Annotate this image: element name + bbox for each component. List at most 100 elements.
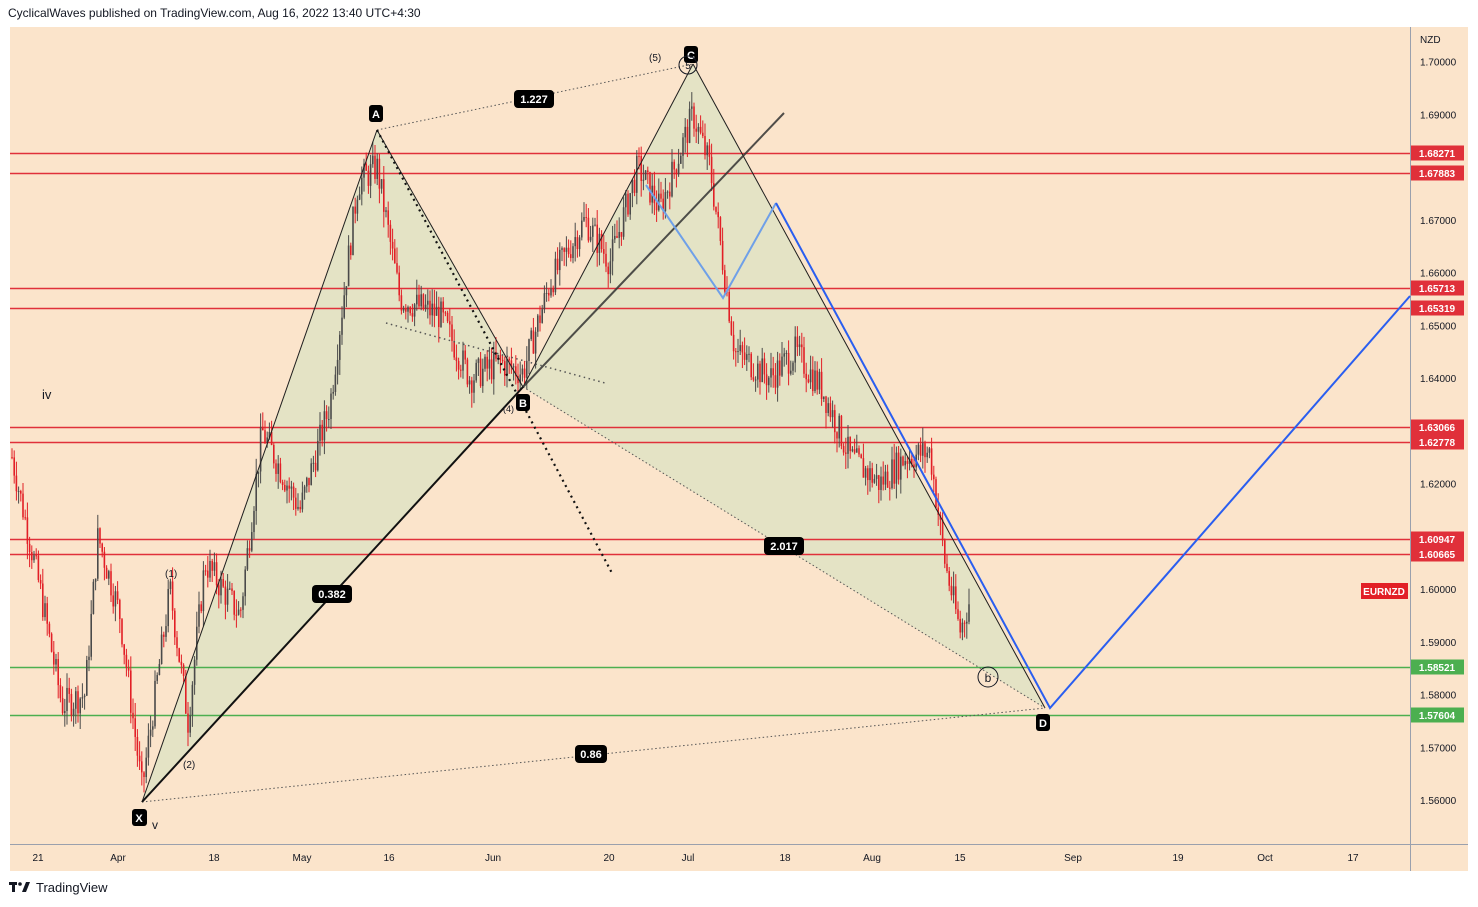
candle-219 xyxy=(493,341,495,395)
candle-390 xyxy=(869,461,871,492)
candle-229 xyxy=(515,355,517,385)
candle-173 xyxy=(391,228,394,261)
candle-334 xyxy=(746,345,748,371)
level-price-tags: 1.68271 1.67883 1.65713 1.65319 1.63066 1.627… xyxy=(1411,145,1464,723)
candle-400 xyxy=(891,446,893,490)
price-tick-4: 1.65000 xyxy=(1420,321,1457,332)
candle-47 xyxy=(114,585,117,622)
time-scale[interactable] xyxy=(10,845,1468,871)
candle-41 xyxy=(101,542,103,558)
candle-33 xyxy=(83,693,86,710)
candle-212 xyxy=(477,357,480,376)
wave-label-circled-b: b xyxy=(977,666,999,688)
candle-56 xyxy=(134,702,136,751)
time-axis-labels: 21 Apr 18 May 16 Jun 20 Jul 18 Aug 15 Sep 19 Oct 17 xyxy=(32,853,1359,864)
candle-432 xyxy=(961,618,964,641)
pattern-leg-bc xyxy=(522,63,694,388)
candle-418 xyxy=(930,437,933,481)
candle-435 xyxy=(968,588,970,625)
candle-333 xyxy=(743,337,746,366)
candle-136 xyxy=(310,458,312,486)
svg-text:1.62778: 1.62778 xyxy=(1419,438,1456,449)
candle-374 xyxy=(834,404,836,444)
candle-42 xyxy=(103,547,106,581)
candle-280 xyxy=(627,190,629,217)
svg-text:B: B xyxy=(519,398,527,410)
candle-21 xyxy=(57,652,59,699)
candle-26 xyxy=(68,677,70,703)
currency-label: NZD xyxy=(1420,35,1441,46)
candle-225 xyxy=(506,346,508,388)
candle-171 xyxy=(387,201,389,238)
candle-433 xyxy=(963,620,966,638)
candle-55 xyxy=(132,698,134,730)
candle-96 xyxy=(222,572,224,588)
candle-402 xyxy=(895,446,898,499)
candle-144 xyxy=(328,406,330,429)
candle-330 xyxy=(737,338,739,363)
candle-17 xyxy=(48,621,51,638)
candle-287 xyxy=(642,164,645,191)
candle-166 xyxy=(376,153,378,186)
candle-165 xyxy=(374,145,376,184)
candle-326 xyxy=(728,289,730,324)
candle-82 xyxy=(191,681,194,727)
candle-268 xyxy=(600,230,603,253)
candle-276 xyxy=(618,217,620,249)
candle-368 xyxy=(820,358,823,406)
candle-199 xyxy=(449,308,451,338)
candle-67 xyxy=(158,659,161,676)
candle-243 xyxy=(545,282,548,302)
candle-88 xyxy=(204,564,207,576)
candle-211 xyxy=(475,359,477,383)
time-tick-14: 17 xyxy=(1347,853,1359,864)
candle-209 xyxy=(471,376,473,408)
candle-58 xyxy=(138,741,141,770)
candle-239 xyxy=(537,313,539,337)
candle-366 xyxy=(816,361,818,395)
svg-text:1.60947: 1.60947 xyxy=(1419,535,1456,546)
candle-119 xyxy=(273,443,275,469)
candle-421 xyxy=(937,493,939,527)
candle-142 xyxy=(323,400,326,455)
candle-60 xyxy=(143,771,145,793)
candle-405 xyxy=(902,455,904,467)
svg-text:A: A xyxy=(372,109,380,121)
candle-16 xyxy=(46,596,48,636)
candle-61 xyxy=(145,747,147,784)
candle-259 xyxy=(581,212,583,241)
candle-406 xyxy=(904,452,906,470)
candlestick-series xyxy=(11,92,970,793)
candle-107 xyxy=(246,540,249,572)
candle-288 xyxy=(644,170,647,181)
candle-98 xyxy=(226,574,229,612)
time-tick-7: Jul xyxy=(682,853,695,864)
level-tag-3: 1.65319 xyxy=(1411,300,1464,316)
candle-154 xyxy=(350,242,352,260)
candle-228 xyxy=(512,363,515,381)
candle-352 xyxy=(785,350,788,365)
wave-labels: iv v (1) (2) (4) (5) 5 b xyxy=(42,53,999,832)
candle-134 xyxy=(306,476,308,493)
candle-90 xyxy=(209,549,211,583)
candle-369 xyxy=(823,396,825,403)
candle-389 xyxy=(867,465,869,495)
candle-35 xyxy=(88,645,90,672)
candle-415 xyxy=(924,440,926,473)
candle-40 xyxy=(99,527,101,549)
candle-7 xyxy=(26,502,29,560)
candle-423 xyxy=(941,512,944,547)
candle-410 xyxy=(913,456,915,478)
ratio-labels: 1.227 0.382 2.017 0.86 xyxy=(312,90,804,763)
candle-139 xyxy=(317,428,319,472)
candle-329 xyxy=(735,348,737,367)
candle-73 xyxy=(171,567,174,620)
candle-396 xyxy=(882,461,884,491)
candle-319 xyxy=(713,168,715,211)
candle-237 xyxy=(532,317,535,354)
candle-317 xyxy=(708,139,711,166)
candle-361 xyxy=(805,362,807,393)
time-tick-11: Sep xyxy=(1064,853,1082,864)
candle-249 xyxy=(559,242,561,286)
